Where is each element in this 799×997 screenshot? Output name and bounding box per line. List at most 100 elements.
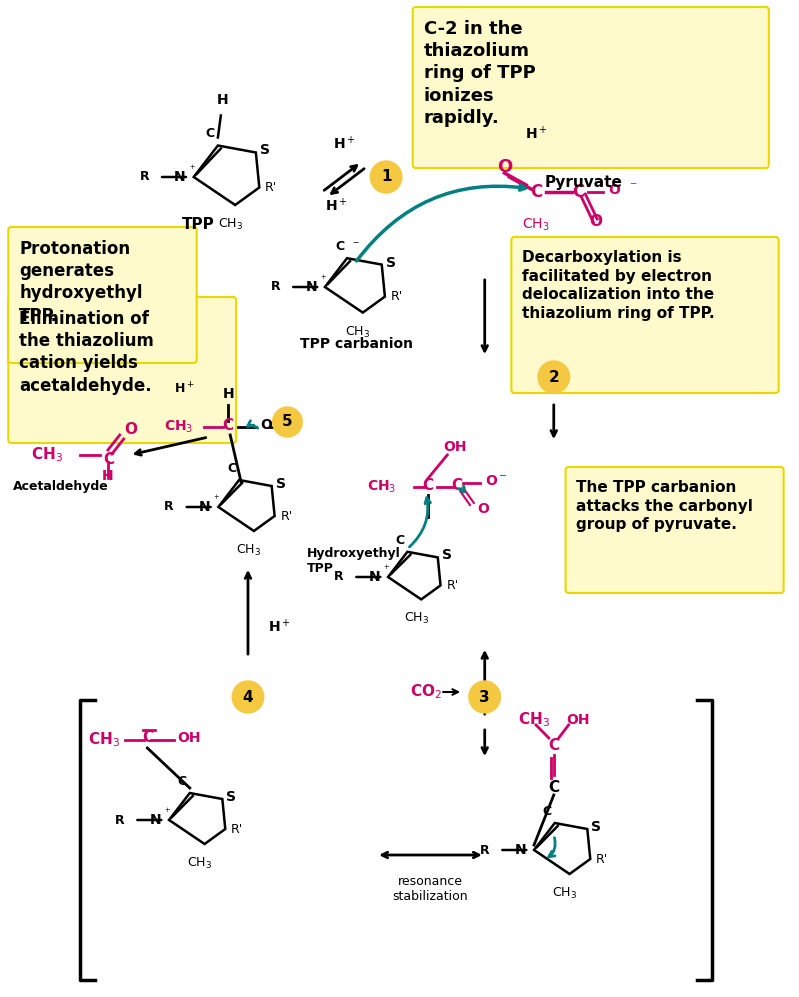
Text: R': R' <box>231 823 244 835</box>
Text: 2: 2 <box>548 370 559 385</box>
FancyBboxPatch shape <box>8 227 197 363</box>
Text: resonance
stabilization: resonance stabilization <box>392 875 468 903</box>
Text: R: R <box>271 280 280 293</box>
Text: R': R' <box>265 181 277 194</box>
Text: CH$_3$: CH$_3$ <box>187 856 213 871</box>
Text: C: C <box>141 731 153 746</box>
Text: CH$_3$: CH$_3$ <box>523 217 550 233</box>
Text: R: R <box>480 843 490 856</box>
Text: C: C <box>543 805 552 818</box>
Text: N: N <box>515 843 527 857</box>
Text: Decarboxylation is
facilitated by electron
delocalization into the
thiazolium ri: Decarboxylation is facilitated by electr… <box>523 250 715 321</box>
Text: O: O <box>125 423 137 438</box>
FancyBboxPatch shape <box>413 7 769 168</box>
Text: OH: OH <box>443 440 467 454</box>
Text: H$^+$: H$^+$ <box>268 618 290 636</box>
Text: CH$_3$: CH$_3$ <box>165 419 193 436</box>
Text: R': R' <box>596 852 608 865</box>
Text: $^+$: $^+$ <box>319 274 327 284</box>
Text: C: C <box>335 240 344 253</box>
Text: C: C <box>530 183 543 201</box>
Text: C: C <box>548 781 559 796</box>
Text: C: C <box>572 183 585 201</box>
Text: CO$_2$: CO$_2$ <box>410 683 442 701</box>
Text: CH$_3$: CH$_3$ <box>237 543 261 558</box>
Text: S: S <box>386 255 396 269</box>
Text: CH$_3$: CH$_3$ <box>345 325 371 340</box>
Text: N: N <box>199 500 210 514</box>
Text: CH$_3$: CH$_3$ <box>552 886 577 901</box>
Text: 5: 5 <box>282 415 292 430</box>
FancyBboxPatch shape <box>8 297 237 443</box>
Text: C: C <box>223 418 234 433</box>
Text: H$^+$: H$^+$ <box>525 125 547 142</box>
Text: CH$_3$: CH$_3$ <box>31 446 63 465</box>
Text: O: O <box>477 502 489 516</box>
Text: 3: 3 <box>479 690 490 705</box>
Text: $^-$: $^-$ <box>628 180 638 193</box>
Text: N: N <box>174 170 186 184</box>
Text: Elimination of
the thiazolium
cation yields
acetaldehyde.: Elimination of the thiazolium cation yie… <box>19 310 154 395</box>
Circle shape <box>469 681 500 713</box>
Text: OH: OH <box>566 713 590 727</box>
Text: O$^-$: O$^-$ <box>485 474 507 488</box>
Text: TPP: TPP <box>182 217 215 232</box>
Text: $^-$: $^-$ <box>351 240 360 250</box>
Text: H: H <box>222 387 234 401</box>
Text: 1: 1 <box>381 169 392 184</box>
Text: R': R' <box>391 290 403 303</box>
Text: N: N <box>149 813 161 827</box>
Text: CH$_3$: CH$_3$ <box>518 711 550 730</box>
Text: R: R <box>334 570 344 583</box>
Text: S: S <box>226 790 237 804</box>
Text: $^+$: $^+$ <box>213 494 221 504</box>
Text: R': R' <box>447 579 459 592</box>
Circle shape <box>538 361 570 393</box>
Text: H$^+$: H$^+$ <box>325 197 348 214</box>
Text: S: S <box>442 548 451 562</box>
Text: C: C <box>548 738 559 753</box>
Text: C: C <box>227 462 237 475</box>
Text: H$^+$: H$^+$ <box>173 382 194 397</box>
Text: O: O <box>608 183 620 197</box>
Text: OH: OH <box>177 731 201 745</box>
Text: $^+$: $^+$ <box>382 564 390 574</box>
Text: TPP carbanion: TPP carbanion <box>300 337 413 351</box>
Text: Protonation
generates
hydroxyethyl
TPP.: Protonation generates hydroxyethyl TPP. <box>19 240 143 325</box>
Text: C: C <box>103 453 114 468</box>
Text: S: S <box>276 477 285 491</box>
Text: O: O <box>497 158 512 176</box>
FancyBboxPatch shape <box>566 467 784 593</box>
Text: C: C <box>396 533 404 546</box>
Text: C: C <box>451 478 463 493</box>
Text: H: H <box>102 469 113 483</box>
Circle shape <box>233 681 264 713</box>
Text: $^+$: $^+$ <box>163 807 171 817</box>
Text: C: C <box>206 128 215 141</box>
Text: S: S <box>591 820 602 834</box>
Text: C: C <box>422 478 433 493</box>
Text: CH$_3$: CH$_3$ <box>367 479 396 496</box>
Text: Hydroxyethyl
TPP: Hydroxyethyl TPP <box>307 547 401 575</box>
Text: CH$_3$: CH$_3$ <box>217 217 243 232</box>
Text: Acetaldehyde: Acetaldehyde <box>13 480 109 493</box>
Text: Pyruvate: Pyruvate <box>544 175 622 190</box>
Text: C-2 in the
thiazolium
ring of TPP
ionizes
rapidly.: C-2 in the thiazolium ring of TPP ionize… <box>423 20 535 127</box>
Text: N: N <box>305 280 317 294</box>
Text: R': R' <box>280 509 292 522</box>
Text: R: R <box>115 814 125 827</box>
Text: R: R <box>165 500 174 513</box>
Text: CH$_3$: CH$_3$ <box>403 611 429 626</box>
Text: H: H <box>288 418 299 432</box>
Text: H: H <box>217 94 229 108</box>
Text: N: N <box>368 570 380 584</box>
Text: O: O <box>590 214 602 229</box>
Text: C: C <box>177 775 187 788</box>
Text: $^+$: $^+$ <box>188 164 196 174</box>
Circle shape <box>370 161 402 193</box>
Circle shape <box>272 407 302 437</box>
Text: 4: 4 <box>243 690 253 705</box>
Text: R: R <box>140 170 149 183</box>
Text: The TPP carbanion
attacks the carbonyl
group of pyruvate.: The TPP carbanion attacks the carbonyl g… <box>576 480 753 532</box>
Text: H$^+$: H$^+$ <box>333 135 356 152</box>
